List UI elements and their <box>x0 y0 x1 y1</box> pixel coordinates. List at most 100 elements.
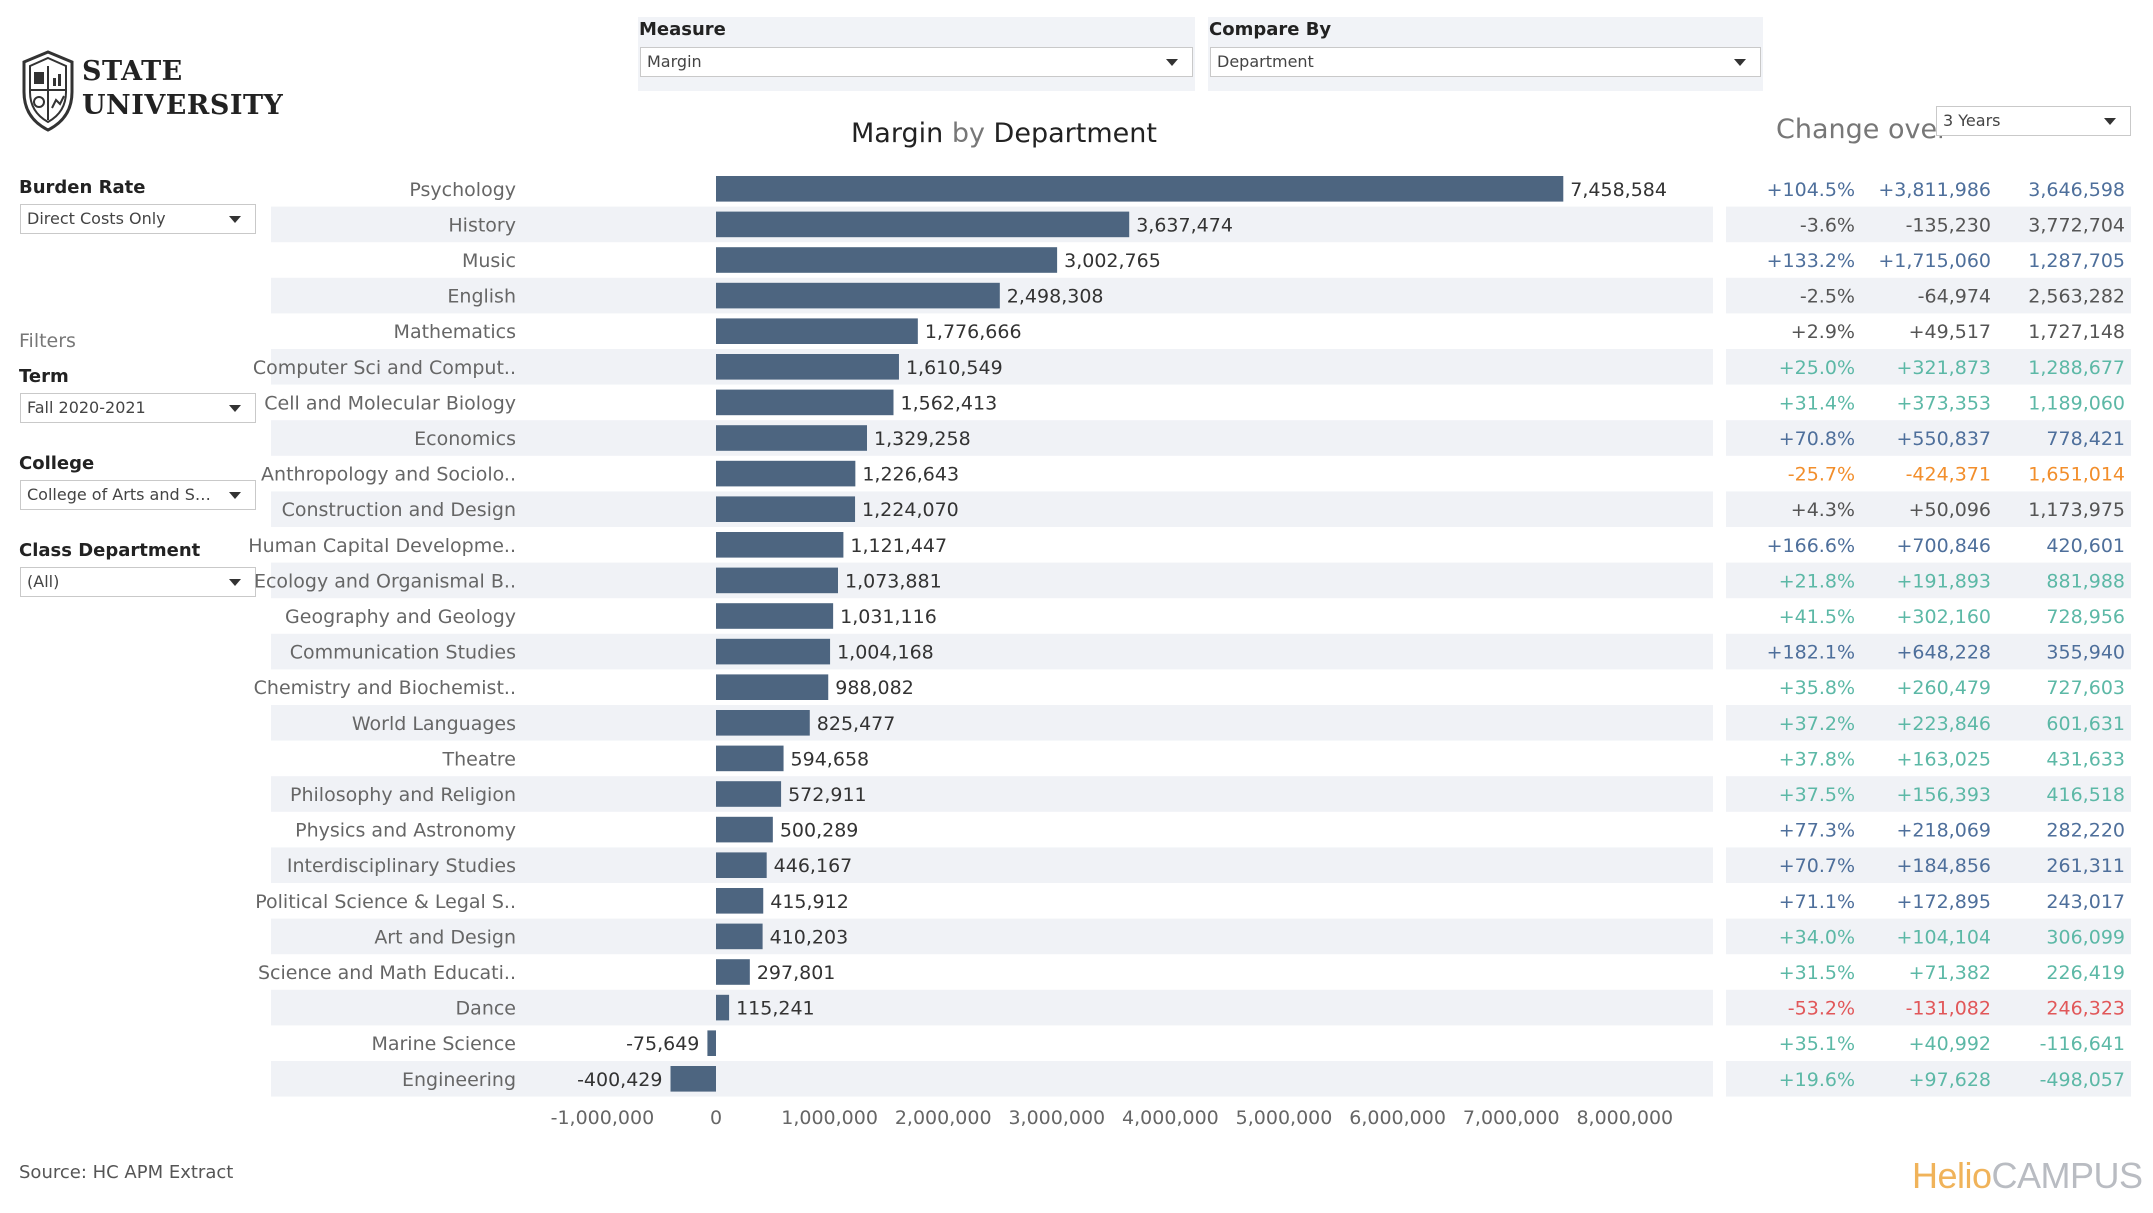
prior-value: 261,311 <box>2046 855 2125 877</box>
category-label: Marine Science <box>371 1033 516 1055</box>
bar <box>716 816 773 843</box>
change-percent: +34.0% <box>1779 926 1855 948</box>
row-band <box>1726 776 2131 812</box>
data-label: 410,203 <box>770 926 849 948</box>
bar <box>716 959 750 985</box>
data-label: 297,801 <box>757 962 836 984</box>
change-percent: +133.2% <box>1767 250 1855 272</box>
category-label: Music <box>462 250 516 272</box>
change-percent: +37.5% <box>1779 784 1855 806</box>
change-amount: +156,393 <box>1897 784 1992 806</box>
change-amount: +163,025 <box>1897 748 1992 770</box>
burden-rate-dropdown[interactable]: Direct Costs Only <box>20 204 256 234</box>
prior-value: -498,057 <box>2040 1069 2125 1091</box>
bar <box>716 211 1130 238</box>
term-dropdown[interactable]: Fall 2020-2021 <box>20 393 256 423</box>
data-label: 115,241 <box>736 998 815 1020</box>
bar <box>716 994 730 1021</box>
data-label: 3,637,474 <box>1136 214 1233 236</box>
prior-value: 431,633 <box>2046 748 2125 770</box>
row-band <box>1726 206 2131 243</box>
prior-value: 778,421 <box>2046 428 2125 450</box>
college-label: College <box>19 453 95 474</box>
data-label: 572,911 <box>788 784 867 806</box>
class-department-dropdown[interactable]: (All) <box>20 567 256 597</box>
prior-value: 420,601 <box>2046 535 2125 557</box>
data-label: 3,002,765 <box>1064 250 1161 272</box>
bar <box>716 532 844 558</box>
category-label: Art and Design <box>374 926 516 948</box>
change-amount: +97,628 <box>1909 1069 1991 1091</box>
bar <box>670 1066 716 1092</box>
category-label: Cell and Molecular Biology <box>264 392 516 414</box>
change-percent: +31.4% <box>1779 392 1855 414</box>
change-percent: +4.3% <box>1791 499 1855 521</box>
prior-value: 601,631 <box>2046 713 2125 735</box>
prior-value: 306,099 <box>2046 926 2125 948</box>
change-amount: -131,082 <box>1906 998 1991 1020</box>
change-over-dropdown[interactable]: 3 Years <box>1936 106 2131 136</box>
data-label: 415,912 <box>770 891 849 913</box>
change-percent: +31.5% <box>1779 962 1855 984</box>
change-percent: +37.8% <box>1779 748 1855 770</box>
change-amount: +49,517 <box>1909 321 1991 343</box>
change-amount: +1,715,060 <box>1878 250 1991 272</box>
x-tick-label: 7,000,000 <box>1463 1107 1560 1129</box>
change-amount: +260,479 <box>1897 677 1992 699</box>
bar <box>716 745 784 772</box>
title-by: by <box>951 118 985 149</box>
data-label: 1,562,413 <box>900 392 997 414</box>
class-department-label: Class Department <box>19 540 201 561</box>
prior-value: 355,940 <box>2046 642 2125 664</box>
row-band <box>1726 1061 2131 1097</box>
change-amount: +648,228 <box>1897 642 1992 664</box>
data-label: 2,498,308 <box>1007 286 1104 308</box>
prior-value: 1,651,014 <box>2028 464 2125 486</box>
category-label: Anthropology and Sociolo.. <box>261 464 516 486</box>
change-percent: -25.7% <box>1788 464 1855 486</box>
term-label: Term <box>19 366 69 387</box>
bar <box>716 176 1564 202</box>
change-amount: -424,371 <box>1906 464 1991 486</box>
change-percent: -53.2% <box>1788 998 1855 1020</box>
change-amount: +191,893 <box>1897 570 1992 592</box>
prior-value: 727,603 <box>2046 677 2125 699</box>
bar <box>716 638 831 665</box>
data-label: 1,226,643 <box>862 464 959 486</box>
change-amount: -135,230 <box>1906 214 1991 236</box>
change-amount: +184,856 <box>1897 855 1992 877</box>
prior-value: 3,772,704 <box>2028 214 2125 236</box>
x-tick-label: 2,000,000 <box>895 1107 992 1129</box>
college-dropdown[interactable]: College of Arts and Sci... <box>20 480 256 510</box>
prior-value: -116,641 <box>2040 1033 2125 1055</box>
prior-value: 246,323 <box>2046 998 2125 1020</box>
prior-value: 1,288,677 <box>2028 357 2125 379</box>
category-label: Physics and Astronomy <box>295 820 516 842</box>
row-band <box>271 776 1713 812</box>
category-label: World Languages <box>352 713 516 735</box>
prior-value: 3,646,598 <box>2028 179 2125 201</box>
change-amount: +321,873 <box>1897 357 1992 379</box>
change-percent: -2.5% <box>1800 286 1855 308</box>
burden-rate-label: Burden Rate <box>19 177 146 198</box>
change-amount: +40,992 <box>1909 1033 1991 1055</box>
x-tick-label: 0 <box>710 1107 722 1129</box>
change-amount: +302,160 <box>1897 606 1992 628</box>
data-label: 825,477 <box>817 713 896 735</box>
change-percent: +166.6% <box>1767 535 1855 557</box>
x-tick-label: 6,000,000 <box>1349 1107 1446 1129</box>
bar <box>716 888 764 914</box>
change-amount: +218,069 <box>1897 820 1992 842</box>
measure-dropdown[interactable]: Margin <box>640 47 1193 77</box>
category-label: English <box>447 286 516 308</box>
bar <box>716 247 1058 273</box>
category-label: History <box>448 214 516 236</box>
prior-value: 416,518 <box>2046 784 2125 806</box>
data-label: 988,082 <box>835 677 914 699</box>
category-label: Psychology <box>409 179 516 201</box>
compare-by-dropdown[interactable]: Department <box>1210 47 1761 77</box>
category-label: Interdisciplinary Studies <box>287 855 516 877</box>
row-band <box>1726 918 2131 955</box>
measure-label: Measure <box>639 19 726 40</box>
change-percent: +41.5% <box>1779 606 1855 628</box>
